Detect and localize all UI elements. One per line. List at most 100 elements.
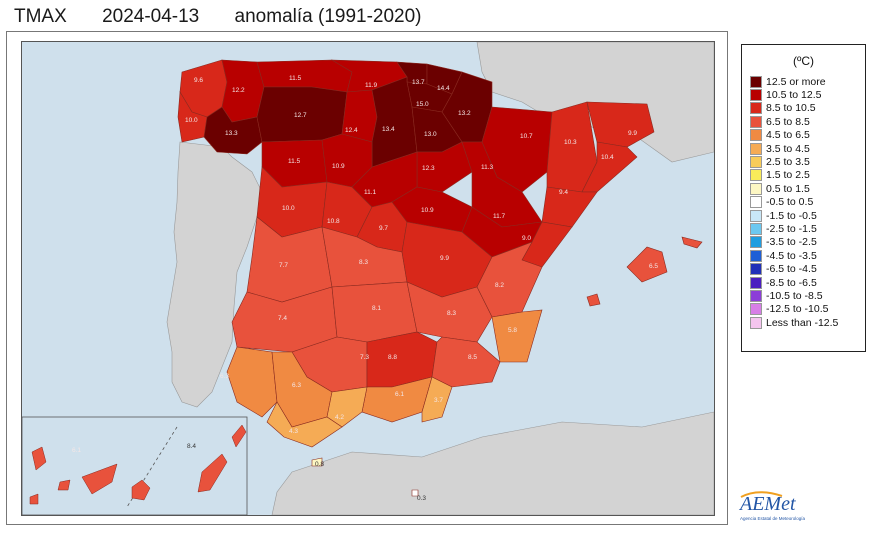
label-huelva: 6.3	[220, 373, 229, 380]
legend-swatch	[750, 209, 762, 222]
label-lleida: 10.3	[564, 139, 577, 146]
legend-label: -1.5 to -0.5	[766, 209, 817, 222]
legend-swatch	[750, 196, 762, 209]
title-date: 2024-04-13	[102, 6, 200, 27]
legend-item: 1.5 to 2.5	[750, 169, 838, 182]
legend-item: -8.5 to -6.5	[750, 276, 838, 289]
title-variable: TMAX	[14, 6, 67, 27]
label-coruna: 9.6	[194, 77, 203, 84]
legend-item: -12.5 to -10.5	[750, 303, 838, 316]
canary-inset	[22, 416, 248, 515]
label-madrid: 9.7	[379, 225, 388, 232]
label-segovia: 11.1	[364, 189, 377, 196]
label-salamanca: 10.0	[282, 205, 295, 212]
label-leon: 12.7	[294, 112, 307, 119]
label-tenerife: 6.1	[72, 447, 81, 454]
legend-swatch	[750, 115, 762, 128]
legend-item: Less than -12.5	[750, 316, 838, 329]
map-outer-frame	[6, 31, 728, 525]
label-badajoz: 7.4	[278, 315, 287, 322]
label-navarra: 13.2	[458, 110, 471, 117]
province-palencia	[341, 89, 378, 143]
legend-label: 6.5 to 8.5	[766, 115, 810, 128]
province-cadiz	[266, 401, 343, 448]
label-valladolid: 10.9	[332, 163, 345, 170]
label-girona: 9.9	[628, 130, 637, 137]
label-alava: 15.0	[416, 101, 429, 108]
label-cantabria: 11.9	[365, 82, 378, 89]
legend-item: 0.5 to 1.5	[750, 182, 838, 195]
label-zaragoza: 11.3	[481, 164, 494, 171]
legend-item: -2.5 to -1.5	[750, 222, 838, 235]
province-murcia	[431, 336, 501, 388]
label-jaen: 8.8	[388, 354, 397, 361]
legend-swatch	[750, 276, 762, 289]
legend-swatch	[750, 249, 762, 262]
label-lugo: 12.2	[232, 87, 245, 94]
legend-swatch	[750, 129, 762, 142]
logo-text: AEMet	[738, 493, 796, 515]
value-labels: 9.6 12.2 10.0 13.3 11.5 11.9 12.7 12.4 1…	[72, 75, 658, 502]
title-description: anomalía (1991-2020)	[234, 6, 422, 27]
legend-unit: (ºC)	[792, 54, 815, 68]
label-cadiz: 4.3	[289, 428, 298, 435]
province-huelva	[226, 346, 278, 418]
label-caceres: 7.7	[279, 262, 288, 269]
aemet-logo-svg: AEMet Agencia Estatal de Meteorología	[738, 491, 806, 521]
legend-item: 4.5 to 6.5	[750, 129, 838, 142]
label-avila: 10.8	[327, 218, 340, 225]
province-ciudadreal	[331, 281, 418, 343]
legend-item: 2.5 to 3.5	[750, 155, 838, 169]
label-teruel: 11.7	[493, 213, 506, 220]
legend-label: 8.5 to 10.5	[766, 102, 816, 115]
legend-item: 12.5 or more	[750, 75, 838, 88]
legend-item: -3.5 to -2.5	[750, 236, 838, 249]
label-ourense: 13.3	[225, 130, 238, 137]
legend-swatch	[750, 89, 762, 102]
legend-label: -10.5 to -8.5	[766, 289, 823, 302]
label-asturias: 11.5	[289, 75, 302, 82]
legend-swatch	[750, 222, 762, 235]
legend-label: 4.5 to 6.5	[766, 129, 810, 142]
label-almeria: 3.7	[434, 397, 443, 404]
label-zamora: 11.5	[288, 158, 301, 165]
legend-label: Less than -12.5	[766, 316, 839, 329]
label-barcelona: 10.4	[601, 154, 614, 161]
legend-swatch	[750, 316, 762, 329]
legend-label: 10.5 to 12.5	[766, 89, 822, 102]
provinces-group	[177, 59, 703, 497]
label-palencia: 12.4	[345, 127, 358, 134]
logo-swoosh	[740, 491, 783, 498]
label-toledo: 8.3	[359, 259, 368, 266]
legend-swatch	[750, 75, 762, 88]
label-cuenca: 9.9	[440, 255, 449, 262]
province-alicante	[491, 309, 543, 363]
label-malaga: 4.2	[335, 414, 344, 421]
province-tenerife	[29, 446, 118, 505]
portugal-land	[166, 141, 263, 408]
legend-item: -6.5 to -4.5	[750, 262, 838, 276]
label-alicante: 5.8	[508, 327, 517, 334]
legend-item: -0.5 to 0.5	[750, 196, 838, 209]
label-gipuzkoa: 14.4	[437, 85, 450, 92]
province-ceuta	[311, 457, 323, 467]
province-baleares	[586, 236, 703, 307]
legend-swatch	[750, 236, 762, 249]
logo-subtitle: Agencia Estatal de Meteorología	[740, 516, 806, 521]
label-granada: 6.1	[395, 391, 404, 398]
legend-swatch	[750, 303, 762, 316]
label-soria: 12.3	[422, 165, 435, 172]
aemet-logo: AEMet Agencia Estatal de Meteorología	[738, 490, 818, 533]
legend-label: 3.5 to 4.5	[766, 142, 810, 155]
label-burgos: 13.4	[382, 126, 395, 133]
label-albacete: 8.3	[447, 310, 456, 317]
legend-label: -12.5 to -10.5	[766, 303, 829, 316]
label-ceuta: 0.8	[315, 461, 324, 468]
africa-land	[271, 411, 714, 515]
legend-label: 2.5 to 3.5	[766, 156, 810, 169]
label-bizkaia: 13.7	[412, 79, 425, 86]
legend-label: -2.5 to -1.5	[766, 222, 817, 235]
legend-item: 10.5 to 12.5	[750, 88, 838, 102]
label-guadalajara: 10.9	[421, 207, 434, 214]
province-tarragona	[541, 186, 598, 228]
